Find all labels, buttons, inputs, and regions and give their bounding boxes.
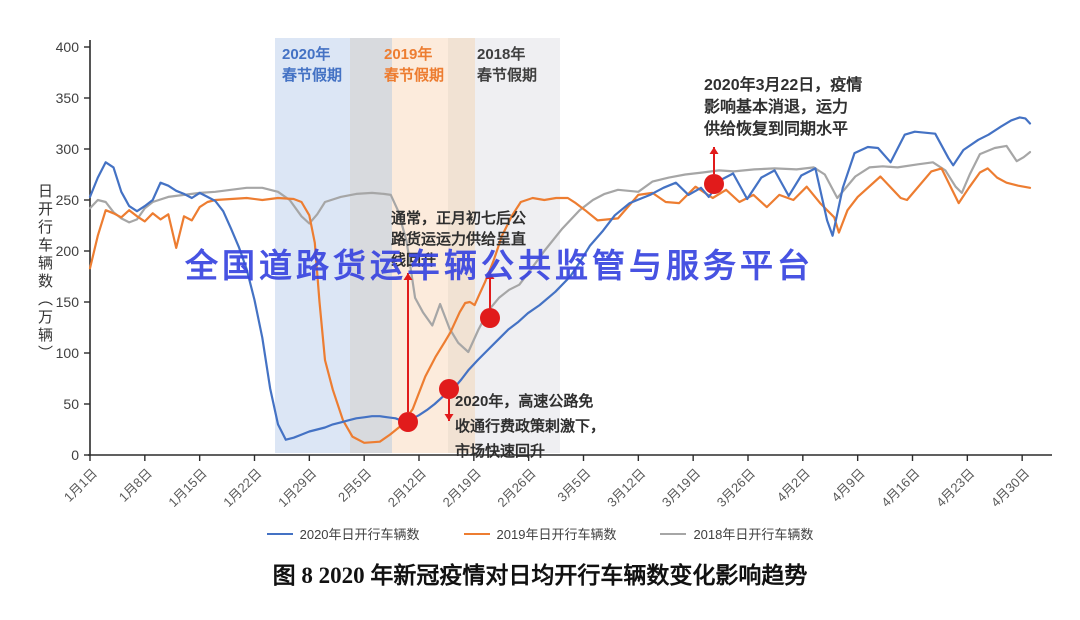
- x-tick-label: 4月30日: [988, 466, 1032, 510]
- marker-dot: [480, 308, 500, 328]
- holiday-band: [350, 38, 392, 453]
- band-label-2019: 2019年 春节假期: [384, 46, 445, 84]
- legend-label-2020: 2020年日开行车辆数: [299, 527, 420, 542]
- x-tick-label: 3月19日: [659, 466, 703, 510]
- figure-caption: 图 8 2020 年新冠疫情对日均开行车辆数变化影响趋势: [272, 563, 808, 588]
- y-tick-label: 200: [56, 243, 80, 259]
- watermark-text: 全国道路货运车辆公共监管与服务平台: [185, 247, 814, 284]
- y-tick-label: 400: [56, 39, 80, 55]
- y-tick-label: 100: [56, 345, 80, 361]
- x-tick-label: 4月2日: [774, 466, 813, 505]
- y-tick-label: 50: [63, 396, 79, 412]
- holiday-band: [475, 38, 560, 453]
- band-label-2020: 2020年 春节假期: [282, 46, 343, 84]
- annotation-usual-rebound: 通常，正月初七后公 路货运运力供给呈直 线回升: [391, 210, 527, 269]
- event-arrowhead: [485, 272, 495, 279]
- legend-swatch-2019: [463, 532, 490, 535]
- x-tick-label: 1月8日: [116, 466, 155, 505]
- y-tick-label: 300: [56, 141, 80, 157]
- annotation-recovery: 2020年3月22日，疫情 影响基本消退，运力 供给恢复到同期水平: [704, 77, 863, 138]
- chart-legend: 2020年日开行车辆数 2019年日开行车辆数 2018年日开行车辆数: [0, 524, 1080, 543]
- x-tick-label: 3月5日: [554, 466, 593, 505]
- series-line-2019年日开行车辆数: [88, 167, 1032, 444]
- series-line-2020年日开行车辆数: [88, 116, 1032, 441]
- x-tick-label: 1月29日: [275, 466, 319, 510]
- legend-item-2019: 2019年日开行车辆数: [463, 524, 617, 543]
- x-tick-label: 4月9日: [829, 466, 868, 505]
- x-tick-label: 1月22日: [220, 466, 264, 510]
- x-tick-label: 3月26日: [714, 466, 758, 510]
- y-tick-label: 0: [71, 447, 79, 463]
- legend-label-2019: 2019年日开行车辆数: [496, 527, 617, 542]
- legend-item-2018: 2018年日开行车辆数: [660, 524, 813, 543]
- x-tick-label: 4月16日: [878, 466, 922, 510]
- annotation-toll-free: 2020年，高速公路免 收通行费政策刺激下， 市场快速回升: [455, 393, 606, 460]
- holiday-band: [392, 38, 448, 453]
- band-label-2018: 2018年 春节假期: [477, 46, 538, 84]
- y-tick-label: 250: [56, 192, 80, 208]
- legend-label-2018: 2018年日开行车辆数: [693, 527, 814, 542]
- series-line-2018年日开行车辆数: [88, 144, 1032, 354]
- marker-dot: [398, 412, 418, 432]
- y-tick-label: 150: [56, 294, 80, 310]
- x-tick-label: 3月12日: [604, 466, 648, 510]
- x-tick-label: 2月19日: [440, 466, 484, 510]
- event-arrowhead: [444, 414, 454, 421]
- event-arrowhead: [403, 273, 413, 280]
- x-tick-label: 2月12日: [385, 466, 429, 510]
- x-tick-label: 1月15日: [165, 466, 209, 510]
- x-tick-label: 2月26日: [494, 466, 538, 510]
- event-arrowhead: [709, 147, 719, 154]
- legend-swatch-2018: [660, 532, 687, 535]
- y-axis-title: 日开行车辆数（万辆）: [36, 183, 53, 363]
- legend-swatch-2020: [266, 532, 293, 535]
- legend-item-2020: 2020年日开行车辆数: [266, 524, 420, 543]
- holiday-band: [275, 38, 350, 453]
- x-tick-label: 4月23日: [933, 466, 977, 510]
- y-tick-label: 350: [56, 90, 80, 106]
- x-tick-label: 1月1日: [61, 466, 100, 505]
- marker-dot: [439, 379, 459, 399]
- x-tick-label: 2月5日: [335, 466, 374, 505]
- marker-dot: [704, 174, 724, 194]
